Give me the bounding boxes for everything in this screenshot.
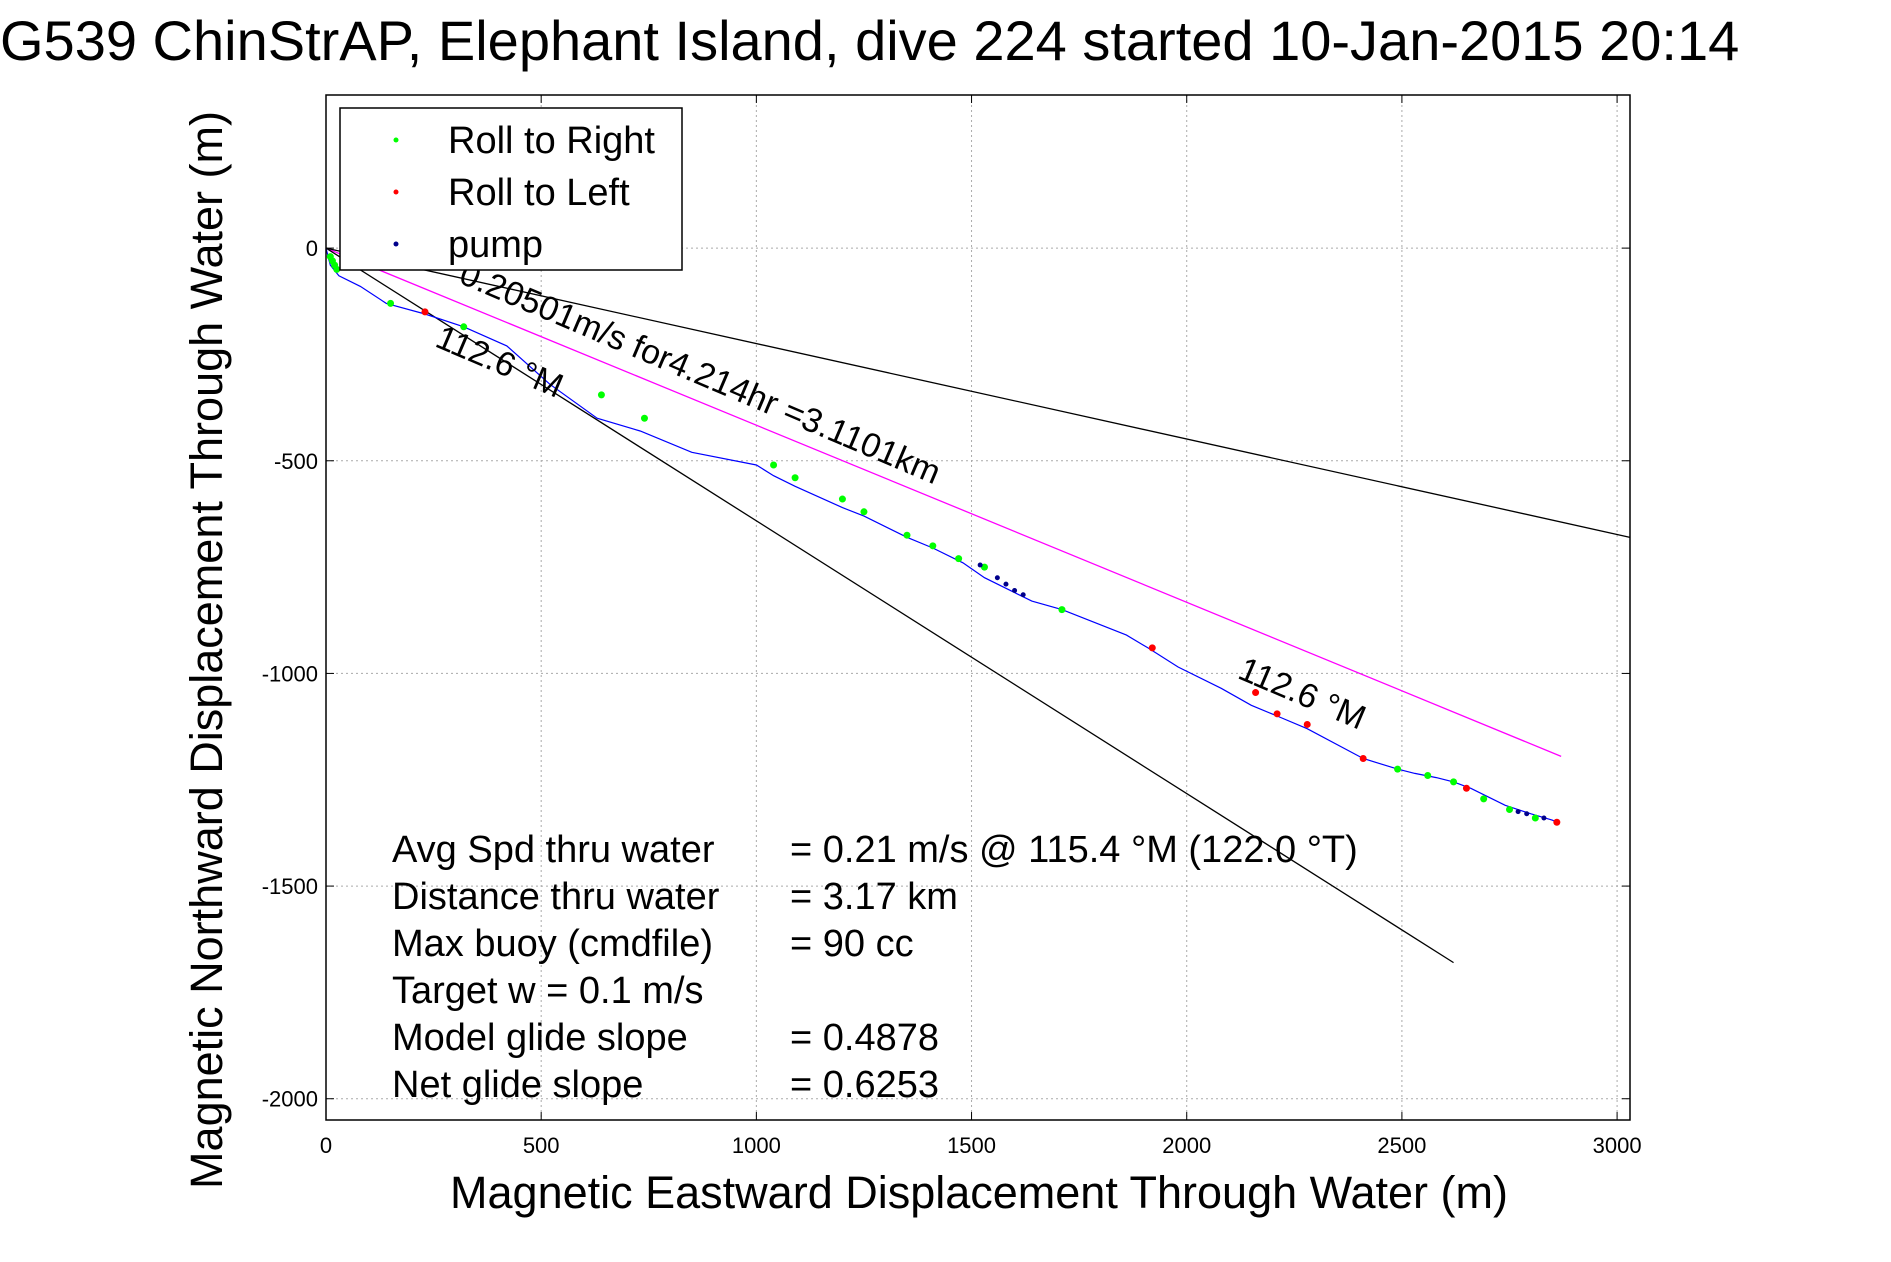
track-line: [325, 247, 1558, 823]
roll-right-point: [860, 508, 868, 516]
stats-block: Avg Spd thru water = 0.21 m/s @ 115.4 °M …: [392, 829, 1358, 1106]
x-tick-label: 0: [320, 1133, 332, 1158]
roll-right-point: [980, 563, 988, 571]
y-tick-label: 0: [306, 236, 318, 261]
roll-left-point: [1252, 689, 1260, 697]
x-tick-label: 500: [523, 1133, 560, 1158]
roll-right-point: [597, 391, 605, 399]
y-tick-label: -1500: [262, 874, 318, 899]
roll-right-point: [1480, 795, 1488, 803]
annotations: 112.6 °M0.20501m/s for4.214hr =3.1101km1…: [430, 255, 1371, 738]
roll-right-point: [1531, 814, 1539, 822]
stat-label: Target w = 0.1 m/s: [392, 970, 704, 1012]
roll-right-point: [1505, 806, 1513, 814]
envelope-line: [325, 247, 1454, 964]
pump-point: [1515, 809, 1521, 815]
x-tick-label: 2500: [1377, 1133, 1426, 1158]
x-tick-label: 1000: [732, 1133, 781, 1158]
roll-right-point: [1058, 606, 1066, 614]
roll-right-point: [460, 323, 468, 331]
legend-marker: [393, 137, 399, 143]
stat-value: = 0.4878: [790, 1017, 939, 1059]
legend-marker: [393, 189, 399, 195]
stat-label: Net glide slope: [392, 1064, 643, 1106]
x-tick-label: 1500: [947, 1133, 996, 1158]
stat-label: Avg Spd thru water: [392, 829, 715, 871]
pump-point: [1524, 811, 1530, 817]
roll-right-point: [770, 461, 778, 469]
reference-lines: [325, 247, 1631, 964]
legend: Roll to Right Roll to Left pump: [339, 107, 683, 271]
stat-label: Model glide slope: [392, 1017, 688, 1059]
stat-value: = 90 cc: [790, 923, 914, 965]
x-tick-label: 2000: [1162, 1133, 1211, 1158]
x-tick-label: 3000: [1593, 1133, 1642, 1158]
y-axis-label: Magnetic Northward Displacement Through …: [181, 111, 232, 1189]
heading-line: [325, 247, 1562, 757]
chart-title: G539 ChinStrAP, Elephant Island, dive 22…: [0, 9, 1739, 72]
roll-right-point: [929, 542, 937, 550]
roll-right-point: [1394, 765, 1402, 773]
roll-right-point: [387, 299, 395, 307]
pump-point: [1003, 581, 1009, 587]
roll-right-point: [1450, 778, 1458, 786]
plot-area-border: [325, 94, 1631, 1121]
stat-value: = 3.17 km: [790, 876, 958, 918]
roll-right-point: [1424, 771, 1432, 779]
roll-right-point: [838, 495, 846, 503]
legend-entry: Roll to Left: [448, 172, 630, 214]
roll-left-point: [1148, 644, 1156, 652]
pump-point: [977, 562, 983, 568]
roll-right-point: [903, 531, 911, 539]
line-annotation: 112.6 °M: [430, 318, 568, 405]
stat-value: = 0.21 m/s @ 115.4 °M (122.0 °T): [790, 829, 1358, 871]
stat-value: = 0.6253: [790, 1064, 939, 1106]
pump-point: [994, 575, 1000, 581]
stat-label: Max buoy (cmdfile): [392, 923, 713, 965]
y-tick-label: -2000: [262, 1087, 318, 1112]
pump-point: [1012, 587, 1018, 593]
y-tick-label: -1000: [262, 661, 318, 686]
roll-left-point: [1462, 784, 1470, 792]
roll-right-point: [333, 265, 341, 273]
axis-ticks: 0 500 1000 1500 2000 2500 3000 0 -500 -1000 -1500 -…: [262, 95, 1642, 1158]
roll-right-point: [640, 414, 648, 422]
grid: [325, 95, 1630, 1120]
roll-left-point: [1553, 818, 1561, 826]
envelope-line: [325, 247, 1631, 538]
roll-left-point: [1303, 720, 1311, 728]
roll-right-point: [955, 555, 963, 563]
roll-right-point: [791, 474, 799, 482]
pump-point: [1541, 815, 1547, 821]
legend-marker: [393, 241, 399, 247]
track-markers: [326, 253, 1561, 826]
roll-left-point: [1359, 754, 1367, 762]
stat-label: Distance thru water: [392, 876, 720, 918]
y-tick-label: -500: [274, 449, 318, 474]
line-annotation: 112.6 °M: [1233, 650, 1371, 737]
glider-track: [325, 247, 1558, 823]
roll-left-point: [421, 308, 429, 316]
legend-entry: pump: [448, 224, 543, 266]
x-axis-label: Magnetic Eastward Displacement Through W…: [450, 1167, 1508, 1218]
roll-left-point: [1273, 710, 1281, 718]
pump-point: [1020, 592, 1026, 598]
legend-entry: Roll to Right: [448, 120, 655, 162]
